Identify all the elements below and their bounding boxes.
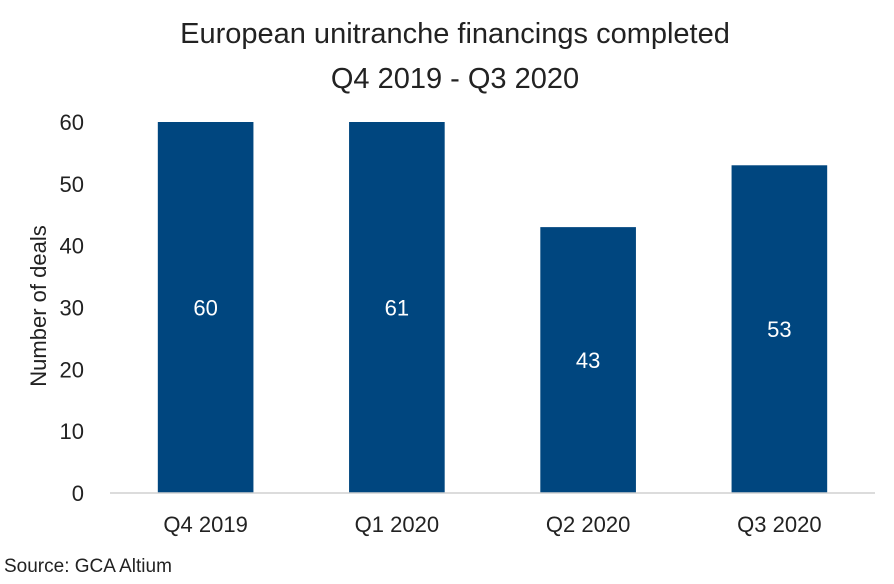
data-label: 53: [767, 317, 791, 342]
x-tick-label: Q4 2019: [163, 512, 247, 537]
x-tick-label: Q1 2020: [355, 512, 439, 537]
y-tick-label: 40: [60, 234, 84, 259]
data-label: 60: [193, 296, 217, 321]
data-labels: 60 61 43 53: [193, 296, 791, 374]
x-tick-label: Q3 2020: [737, 512, 821, 537]
y-tick-label: 60: [60, 110, 84, 135]
bars: [157, 122, 828, 494]
y-axis-ticks: 0 10 20 30 40 50 60: [60, 110, 84, 506]
y-tick-label: 0: [72, 481, 84, 506]
data-label: 61: [385, 296, 409, 321]
bar: [349, 122, 445, 493]
y-tick-label: 50: [60, 172, 84, 197]
bar: [731, 165, 828, 494]
x-tick-label: Q2 2020: [546, 512, 630, 537]
y-tick-label: 10: [60, 419, 84, 444]
chart-title: European unitranche financings completed: [180, 18, 730, 50]
bar: [540, 227, 636, 493]
bar: [157, 122, 254, 493]
x-axis-ticks: Q4 2019 Q1 2020 Q2 2020 Q3 2020: [163, 512, 821, 537]
chart-subtitle: Q4 2019 - Q3 2020: [331, 63, 579, 95]
y-axis-label: Number of deals: [26, 225, 51, 386]
y-tick-label: 30: [60, 296, 84, 321]
source-note: Source: GCA Altium: [4, 556, 172, 577]
data-label: 43: [576, 348, 600, 373]
y-tick-label: 20: [60, 357, 84, 382]
